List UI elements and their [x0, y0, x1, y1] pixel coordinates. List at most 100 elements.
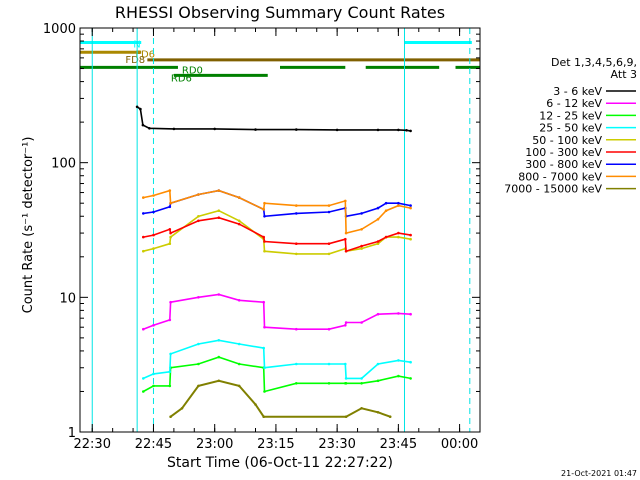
series-point	[169, 235, 172, 239]
series-point	[197, 219, 200, 223]
series-point	[263, 240, 266, 243]
x-tick-label: 22:45	[135, 437, 172, 452]
series-point	[169, 201, 172, 205]
legend-entry-label: 3 - 6 keV	[553, 85, 602, 98]
legend-entry-label: 7000 - 15000 keV	[504, 183, 602, 196]
series-point	[237, 342, 241, 346]
series-point	[262, 415, 266, 419]
series-point	[295, 242, 298, 245]
series-point	[376, 312, 380, 316]
y-tick-label: 100	[51, 157, 76, 172]
series-point	[217, 355, 221, 359]
series-point	[168, 189, 172, 192]
series-point	[169, 300, 172, 304]
series-point	[197, 342, 200, 346]
series-point	[217, 339, 221, 342]
series-point	[254, 128, 257, 131]
y-axis-label: Count Rate (s⁻¹ detector⁻¹)	[21, 137, 36, 314]
series-point	[327, 242, 331, 245]
x-tick-label: 23:30	[318, 437, 355, 452]
series-point	[295, 204, 298, 207]
series-point	[409, 377, 412, 380]
series-point	[262, 346, 266, 350]
series-point	[397, 201, 400, 205]
y-tick-label: 10	[59, 291, 76, 306]
series-point	[344, 237, 347, 241]
series-point	[376, 206, 380, 210]
series-point	[384, 209, 388, 212]
series-point	[397, 204, 400, 207]
series-point	[376, 379, 380, 383]
series-point	[169, 415, 172, 419]
series-point	[139, 107, 142, 111]
series-point	[237, 219, 241, 223]
flag-fd6-label: FD6	[135, 49, 155, 60]
series-point	[168, 228, 172, 231]
series-point	[335, 128, 339, 132]
series-point	[169, 352, 172, 356]
series-point	[237, 362, 241, 366]
series-point	[376, 128, 380, 132]
series-point	[263, 201, 266, 205]
y-tick-label: 1	[68, 426, 76, 441]
series-point	[344, 249, 348, 253]
series-point	[344, 321, 348, 324]
series-point	[168, 205, 172, 209]
series-point	[344, 415, 348, 419]
y-tick-label: 1000	[43, 22, 76, 37]
series-point	[142, 327, 145, 331]
series-point	[142, 390, 145, 393]
series-point	[152, 324, 155, 327]
legend-header-2: Att 3	[611, 68, 637, 81]
series-point	[168, 370, 172, 374]
series-point	[168, 384, 172, 388]
plot-frame	[79, 27, 481, 433]
series-point	[397, 312, 400, 315]
series-point	[384, 201, 388, 205]
series-point	[263, 249, 266, 253]
series-point	[327, 382, 331, 385]
x-tick-label: 00:00	[441, 437, 478, 452]
series-point	[388, 415, 392, 419]
series-point	[172, 127, 176, 131]
x-tick-label: 23:15	[257, 437, 294, 452]
series-point	[327, 210, 331, 214]
series-point	[197, 362, 200, 366]
series-point	[327, 362, 331, 366]
series-point	[409, 312, 412, 316]
series-point	[295, 252, 298, 256]
legend-entry-label: 12 - 25 keV	[539, 109, 602, 122]
series-point	[295, 382, 298, 385]
series-point	[168, 242, 172, 245]
series-point	[169, 231, 172, 235]
series-point	[197, 384, 200, 388]
series-point	[360, 228, 363, 231]
series-point	[344, 324, 347, 327]
series-point	[295, 362, 298, 366]
series-point	[376, 242, 380, 245]
series-point	[152, 247, 155, 250]
x-tick-label: 23:45	[380, 437, 417, 452]
series-point	[384, 235, 388, 239]
series-point	[360, 377, 363, 380]
series-point	[409, 233, 412, 237]
x-axis-label: Start Time (06-Oct-11 22:27:22)	[167, 455, 393, 471]
series-point	[180, 407, 184, 410]
series-point	[168, 318, 172, 322]
series-point	[197, 296, 200, 299]
series-point	[217, 379, 221, 383]
series-line-2	[143, 293, 411, 331]
series-point	[142, 235, 145, 239]
series-point	[263, 215, 266, 218]
series-point	[197, 193, 200, 196]
series-point	[360, 382, 363, 385]
series-point	[376, 240, 380, 243]
series-point	[397, 359, 400, 362]
series-point	[295, 128, 298, 131]
series-point	[327, 252, 331, 256]
series-point	[376, 218, 380, 221]
series-point	[405, 129, 408, 132]
series-point	[263, 325, 266, 329]
flag-rd6-label: RD6	[171, 73, 192, 84]
